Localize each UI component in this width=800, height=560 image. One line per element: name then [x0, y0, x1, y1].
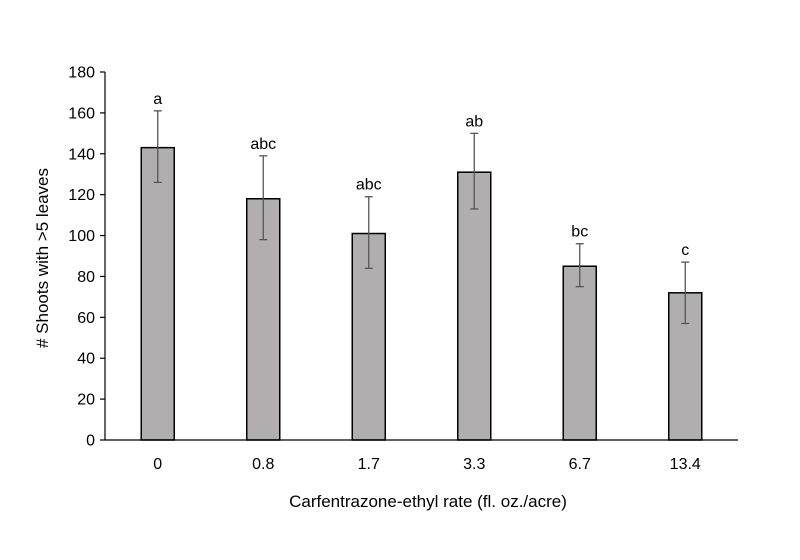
- significance-label: abc: [356, 177, 382, 194]
- y-tick-label: 180: [68, 65, 95, 82]
- x-tick-label: 0.8: [252, 456, 274, 473]
- y-tick-label: 20: [77, 392, 95, 409]
- bar: [351, 232, 386, 441]
- y-tick-label: 0: [86, 433, 95, 450]
- significance-label: a: [153, 91, 162, 108]
- significance-label: bc: [571, 224, 588, 241]
- y-axis-title: # Shoots with >5 leaves: [33, 168, 52, 348]
- x-tick-label: 13.4: [670, 456, 701, 473]
- x-tick-label: 1.7: [358, 456, 380, 473]
- y-tick-label: 160: [68, 105, 95, 122]
- x-axis-title: Carfentrazone-ethyl rate (fl. oz./acre): [289, 492, 567, 511]
- bar: [140, 146, 175, 441]
- x-tick-label: 0: [153, 456, 162, 473]
- y-tick-label: 80: [77, 269, 95, 286]
- y-tick-label: 120: [68, 187, 95, 204]
- y-tick-label: 60: [77, 310, 95, 327]
- significance-label: c: [681, 242, 689, 259]
- bar: [457, 171, 492, 441]
- y-tick-label: 140: [68, 146, 95, 163]
- x-tick-label: 3.3: [463, 456, 485, 473]
- x-tick-label: 6.7: [569, 456, 591, 473]
- plot-area: 020406080100120140160180a0abc0.8abc1.7ab…: [68, 65, 738, 473]
- significance-label: ab: [465, 113, 483, 130]
- significance-label: abc: [250, 136, 276, 153]
- bar: [562, 265, 597, 441]
- y-tick-label: 40: [77, 351, 95, 368]
- y-tick-label: 100: [68, 228, 95, 245]
